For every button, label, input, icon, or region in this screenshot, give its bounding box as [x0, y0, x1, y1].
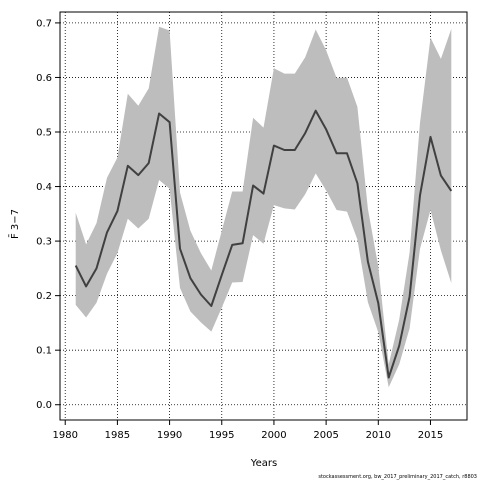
x-tick-label: 1995 [209, 430, 234, 441]
x-tick-label: 1980 [52, 430, 77, 441]
x-axis: 1980 1985 1990 1995 2000 2005 2010 2015 [52, 420, 443, 441]
y-tick-label: 0.7 [36, 18, 52, 29]
y-tick-label: 0.0 [36, 400, 52, 411]
x-axis-label: Years [250, 458, 277, 469]
confidence-band [75, 26, 452, 388]
plot-frame [59, 11, 468, 421]
x-tick-label: 1985 [105, 430, 130, 441]
y-tick-label: 0.2 [36, 291, 52, 302]
x-tick-label: 2010 [366, 430, 391, 441]
y-tick-label: 0.3 [36, 237, 52, 248]
y-tick-label: 0.4 [36, 182, 52, 193]
x-tick-label: 1990 [157, 430, 182, 441]
y-axis: 0.0 0.1 0.2 0.3 0.4 0.5 0.6 0.7 [36, 18, 60, 411]
x-tick-label: 2005 [313, 430, 338, 441]
y-tick-label: 0.6 [36, 73, 52, 84]
x-tick-label: 2015 [418, 430, 443, 441]
estimate-line [74, 109, 453, 379]
y-tick-label: 0.1 [36, 346, 52, 357]
footnote: stockassessment.org, bw_2017_preliminary… [318, 474, 477, 480]
grid-lines [60, 12, 467, 420]
x-tick-label: 2000 [261, 430, 286, 441]
y-axis-label: F̄ 3−7 [8, 209, 21, 239]
y-tick-label: 0.5 [36, 128, 52, 139]
